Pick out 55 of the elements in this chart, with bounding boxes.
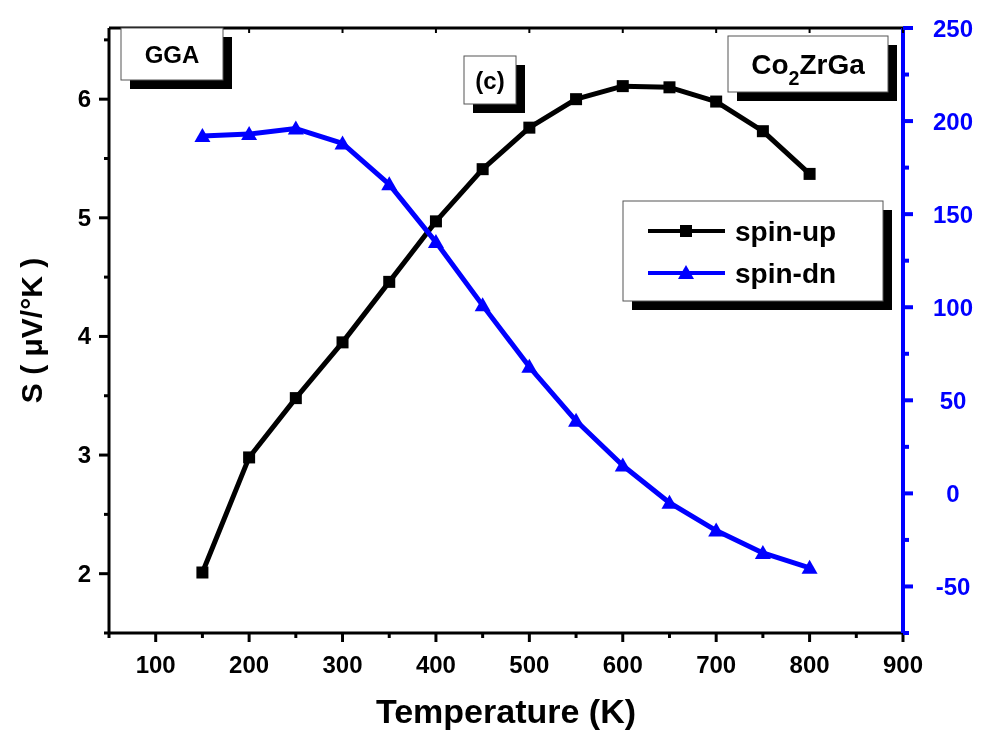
- point: [710, 95, 723, 108]
- point: [708, 522, 725, 537]
- y2-tick-label: 150: [932, 201, 974, 229]
- annotation: Co$_{2}$ZrGa: [751, 49, 866, 90]
- y2-tick-label: 50: [939, 387, 967, 415]
- point: [243, 451, 256, 464]
- y-tick-label: 5: [77, 203, 91, 231]
- y2-tick-label: 100: [932, 294, 974, 322]
- point: [427, 234, 444, 249]
- point: [381, 176, 398, 191]
- x-tick-label: 500: [509, 651, 550, 678]
- point: [289, 392, 302, 405]
- point: [476, 163, 489, 176]
- y2-tick-label: 200: [932, 108, 974, 136]
- point: [287, 120, 304, 135]
- legend-label: spin-up: [735, 216, 837, 247]
- x-tick-label: 600: [602, 651, 643, 678]
- legend-label: spin-dn: [735, 258, 837, 289]
- annotation: GGA: [144, 40, 200, 68]
- x-tick-label: 300: [322, 651, 363, 678]
- point: [383, 275, 396, 288]
- y-tick-label: 2: [77, 559, 91, 587]
- y2-tick-label: 0: [946, 480, 960, 508]
- point: [196, 566, 209, 579]
- point: [194, 127, 211, 142]
- point: [241, 126, 258, 141]
- x-tick-label: 100: [135, 651, 176, 678]
- point: [568, 412, 585, 427]
- x-tick-label: 200: [229, 651, 270, 678]
- y-tick-label: 6: [77, 85, 91, 113]
- y-axis-title: S ( μV/°K ): [15, 257, 48, 404]
- y2-tick-label: 250: [932, 15, 974, 42]
- point: [663, 81, 676, 94]
- point: [429, 215, 442, 228]
- point: [521, 358, 538, 373]
- x-tick-label: 400: [415, 651, 456, 678]
- annotation: (c): [475, 66, 505, 94]
- point: [523, 121, 536, 134]
- point: [801, 559, 818, 574]
- x-axis-title: Temperature (K): [375, 692, 637, 730]
- point: [616, 80, 629, 93]
- x-tick-label: 900: [882, 651, 924, 678]
- point: [570, 93, 583, 106]
- y-tick-label: 3: [77, 441, 91, 469]
- point: [474, 297, 491, 312]
- point: [334, 135, 351, 150]
- y-tick-label: 4: [77, 322, 92, 350]
- point: [754, 544, 771, 559]
- point: [803, 167, 816, 180]
- point: [756, 125, 769, 138]
- point: [614, 457, 631, 472]
- x-tick-label: 700: [696, 651, 737, 678]
- y2-tick-label: -50: [935, 573, 971, 601]
- x-tick-label: 800: [789, 651, 830, 678]
- point: [336, 336, 349, 349]
